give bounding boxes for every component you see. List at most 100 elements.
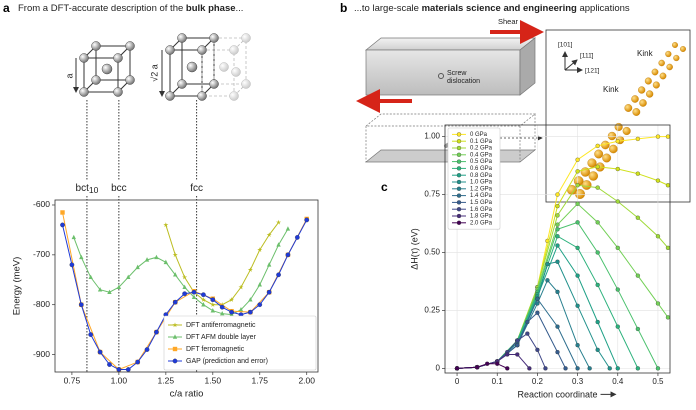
kink-atoms <box>567 42 686 199</box>
atom <box>624 104 633 112</box>
data-point <box>555 222 560 227</box>
series-line <box>62 212 308 371</box>
data-point <box>575 366 580 371</box>
dislocation-marker <box>438 73 444 79</box>
data-point <box>304 217 310 223</box>
data-point <box>535 310 540 315</box>
data-point <box>635 366 641 371</box>
reference-label-text: fcc <box>190 183 203 194</box>
data-point <box>144 347 150 352</box>
series <box>454 220 661 371</box>
legend-box <box>163 315 317 371</box>
data-point <box>172 252 178 257</box>
data-point <box>154 329 159 335</box>
data-point <box>200 297 206 302</box>
data-point <box>545 278 550 283</box>
caption-bold: bulk phase <box>185 3 236 14</box>
data-point <box>515 343 520 348</box>
legend-marker <box>456 159 462 164</box>
legend-box <box>447 127 501 230</box>
atom <box>673 54 680 62</box>
atom <box>602 153 612 163</box>
y-tick-label: -800 <box>33 299 50 309</box>
legend-marker <box>456 132 462 137</box>
data-point <box>97 287 103 292</box>
data-point <box>247 267 253 272</box>
data-point <box>210 297 216 303</box>
data-point <box>107 362 112 367</box>
atom <box>594 149 604 159</box>
caption-bold: materials science and engineering <box>421 3 577 14</box>
data-point <box>88 274 93 280</box>
series <box>60 217 310 372</box>
series <box>454 259 612 371</box>
data-point <box>575 343 580 348</box>
shear-label: Shear <box>498 17 519 26</box>
data-point <box>525 331 530 336</box>
data-point <box>229 309 234 315</box>
x-tick-label: 1.25 <box>158 375 175 385</box>
atom <box>632 108 641 116</box>
y-tick-label: 0.25 <box>424 306 440 315</box>
data-point <box>527 366 532 371</box>
data-point <box>575 201 580 206</box>
data-point <box>172 299 178 305</box>
data-point <box>575 303 580 308</box>
data-point <box>555 259 560 264</box>
y-tick-label: 1.00 <box>424 132 440 141</box>
data-point <box>555 324 560 329</box>
legend-marker <box>456 207 462 212</box>
legend-marker <box>456 213 462 219</box>
data-point <box>575 273 580 278</box>
caption-text: applications <box>576 3 630 14</box>
data-point <box>135 264 140 270</box>
data-point <box>665 134 670 139</box>
data-point <box>248 297 253 302</box>
legend-label: 1.6 GPa <box>470 207 493 213</box>
atom <box>658 59 665 67</box>
data-point <box>191 294 197 299</box>
atom <box>644 77 652 85</box>
legend-label: 1.4 GPa <box>470 193 493 199</box>
data-point <box>276 219 282 225</box>
atom <box>639 99 647 107</box>
fcc-atoms <box>165 33 219 101</box>
data-point <box>595 143 600 149</box>
data-point <box>575 169 580 174</box>
panel-label: c <box>381 180 388 194</box>
legend-label: 0.2 GPa <box>470 146 493 152</box>
x-tick-label: 0.5 <box>652 377 664 386</box>
data-point <box>555 192 560 197</box>
atom <box>622 126 631 136</box>
x-tick-label: 1.50 <box>205 375 222 385</box>
legend-label: 0.1 GPa <box>470 139 493 145</box>
y-axis-label: Energy (meV) <box>12 257 23 316</box>
data-point <box>276 242 281 247</box>
data-point <box>607 366 612 371</box>
legend-label: 1.0 GPa <box>470 180 493 186</box>
data-point <box>635 273 641 278</box>
data-point <box>515 338 520 343</box>
data-point <box>210 308 215 313</box>
legend-label: 1.8 GPa <box>470 214 493 220</box>
panel-caption: ...to large-scale materials science and … <box>354 3 630 14</box>
dislocation-label: Screw <box>447 70 467 77</box>
data-point <box>495 361 500 366</box>
x-tick-label: 0.2 <box>532 377 544 386</box>
data-point <box>69 262 75 268</box>
data-point <box>60 210 65 215</box>
x-tick-label: 2.00 <box>298 375 315 385</box>
atom <box>581 180 592 190</box>
data-point <box>615 366 620 371</box>
data-point <box>107 289 112 294</box>
direction-label: [101] <box>558 42 573 49</box>
legend-label: 2.0 GPa <box>470 220 493 226</box>
data-point <box>116 284 122 290</box>
data-point <box>655 234 661 239</box>
data-point <box>595 185 600 190</box>
kink-label: Kink <box>603 85 620 94</box>
legend-label: GAP (prediction and error) <box>186 358 268 365</box>
legend-marker <box>456 193 462 198</box>
data-point <box>543 366 548 371</box>
data-point <box>655 301 661 306</box>
